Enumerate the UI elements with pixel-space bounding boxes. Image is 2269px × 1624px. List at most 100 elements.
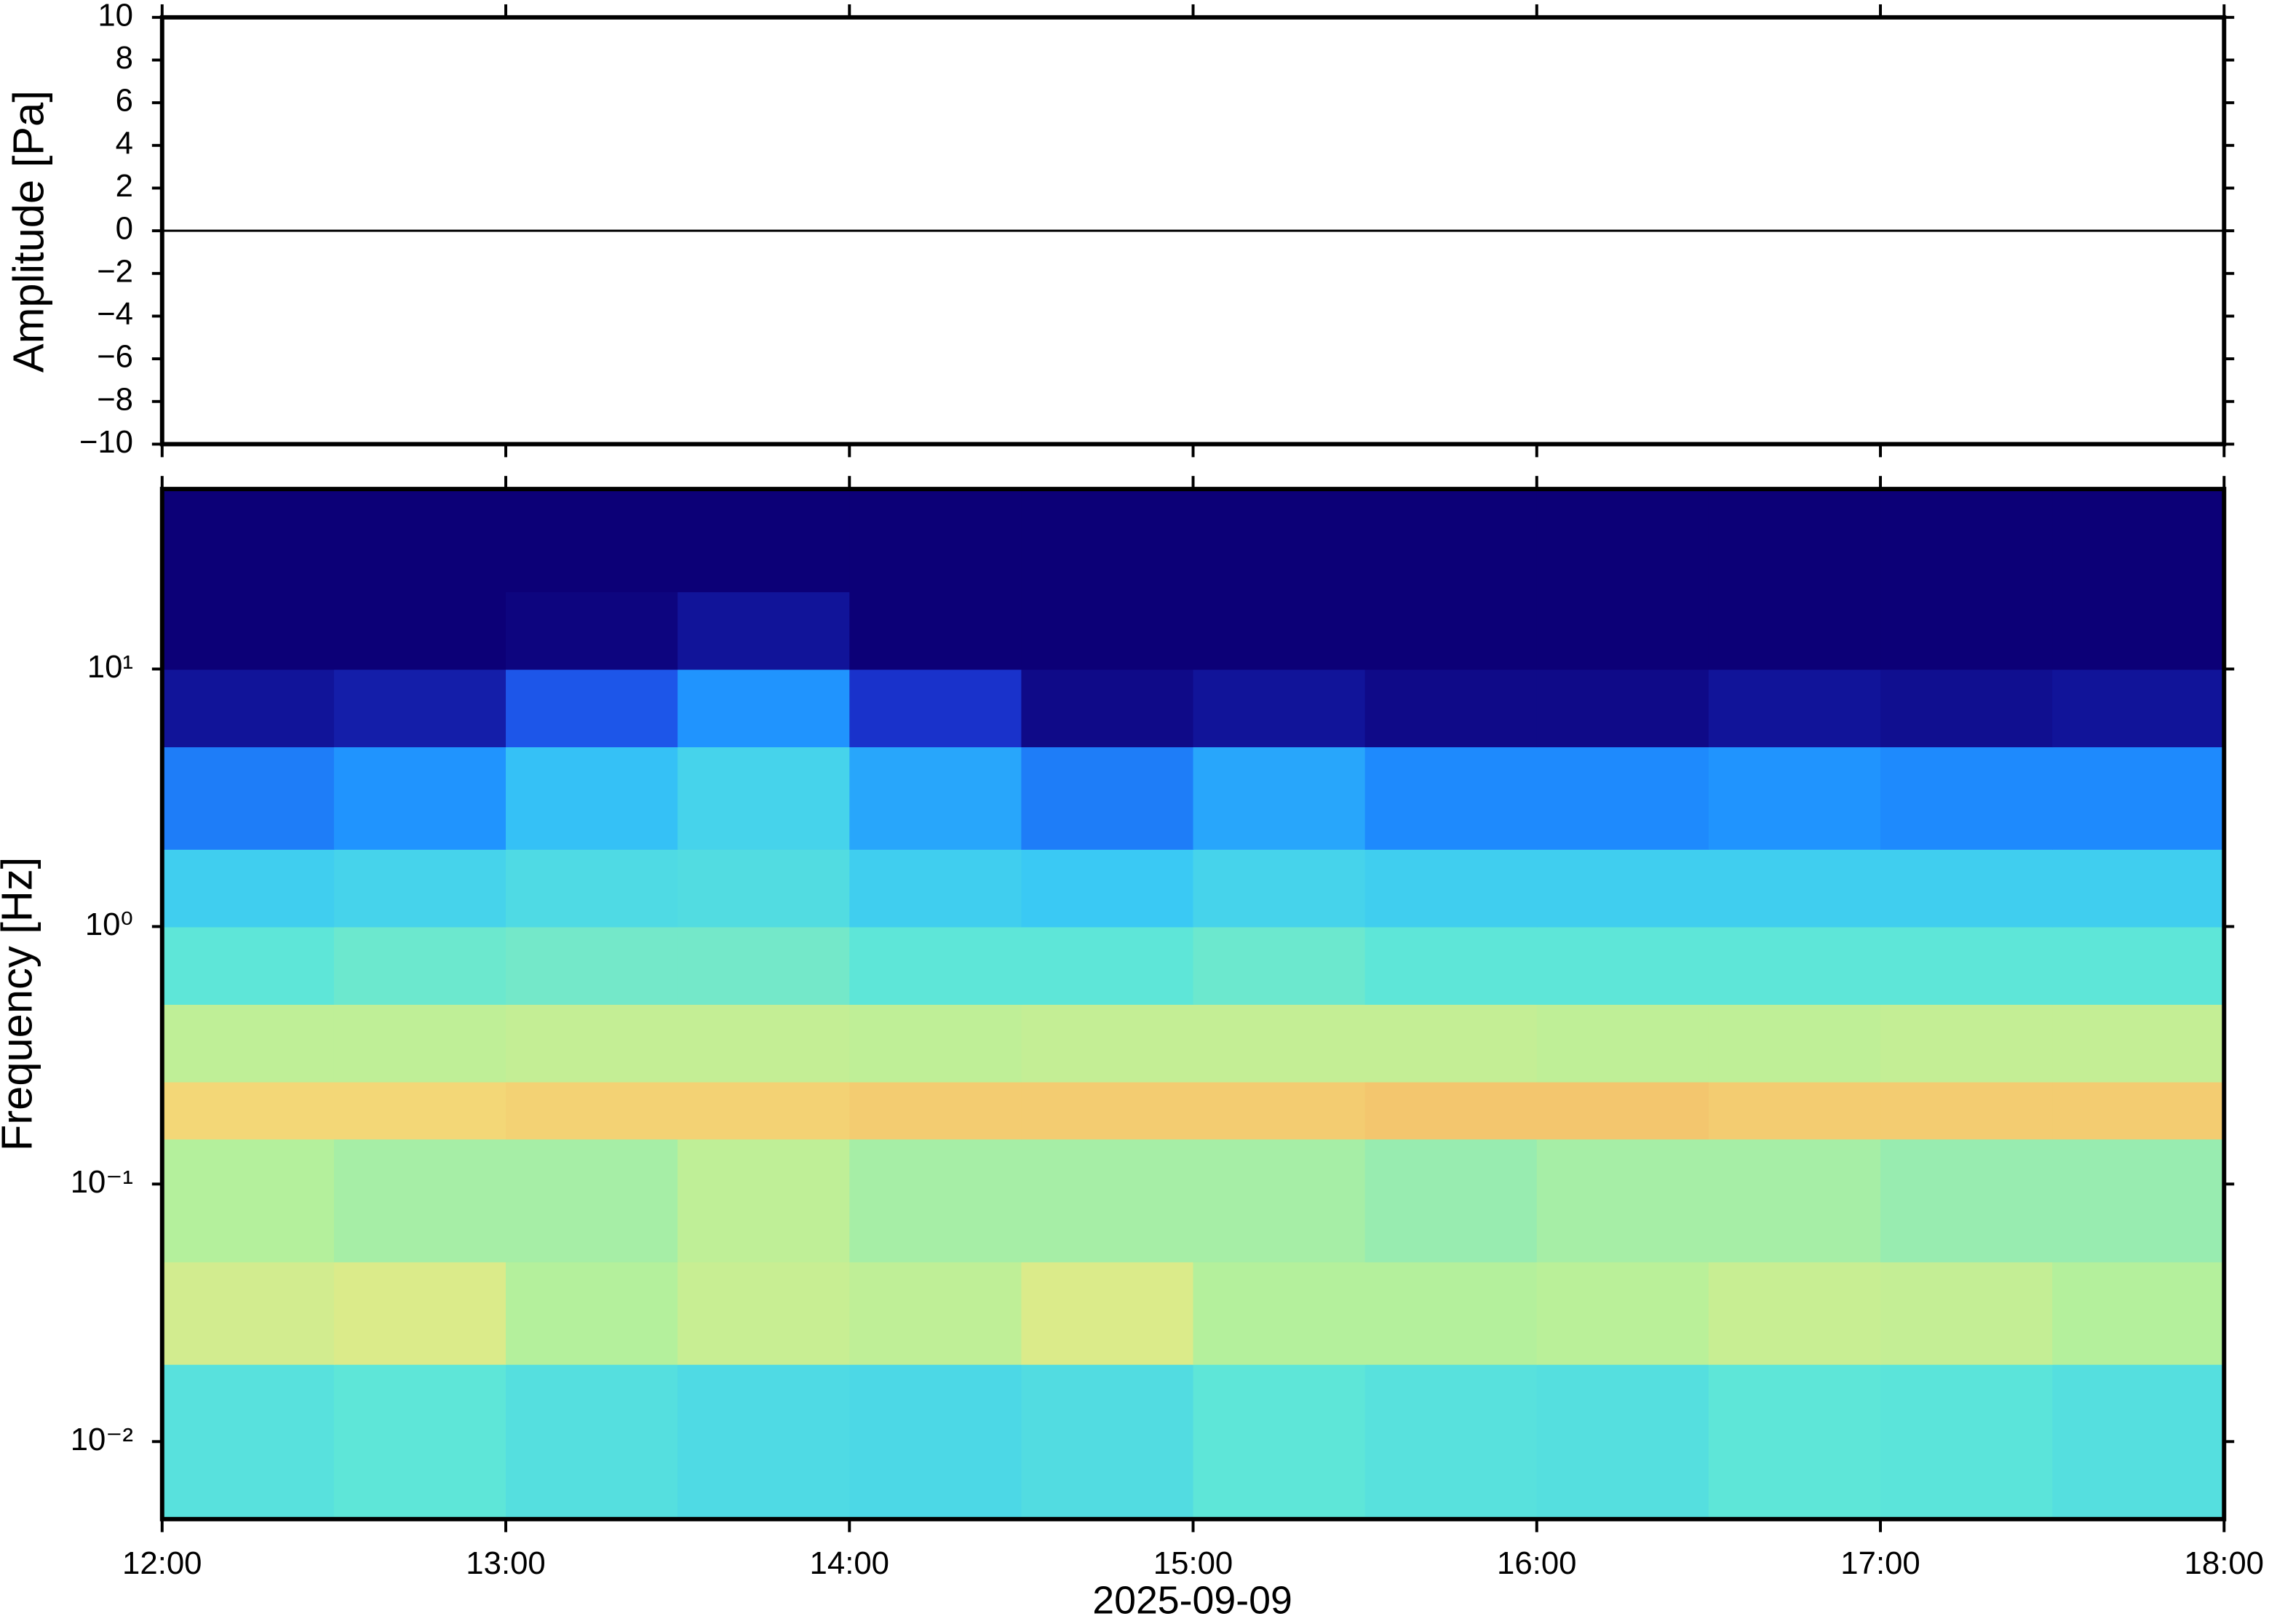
spectrogram-cell xyxy=(1708,591,1882,670)
y-tick-label: 10¹ xyxy=(87,649,133,685)
spectrogram-cell xyxy=(1536,926,1709,1005)
spectrogram-cell xyxy=(1021,669,1194,748)
spectrogram-cell xyxy=(849,591,1022,670)
y-tick-label: 10 xyxy=(98,0,133,33)
spectrogram-cell xyxy=(1364,1081,1538,1140)
y-tick-label: 6 xyxy=(116,83,133,119)
spectrogram-cell xyxy=(333,1364,507,1520)
spectrogram-cell xyxy=(2052,1003,2225,1083)
spectrogram-cell xyxy=(1880,1139,2054,1262)
spectrogram-cell xyxy=(1193,1364,1366,1520)
y-tick-label: −10 xyxy=(79,424,133,460)
spectrogram-cell xyxy=(1536,1003,1709,1083)
spectrogram-cell xyxy=(849,489,1022,592)
spectrogram-cell xyxy=(162,1003,335,1083)
spectrogram-cell xyxy=(677,926,851,1005)
spectrogram-cell xyxy=(333,1003,507,1083)
spectrogram-cell xyxy=(849,1364,1022,1520)
spectrogram-cell xyxy=(1536,669,1709,748)
spectrogram-cell xyxy=(506,848,679,928)
spectrogram-cell xyxy=(2052,1364,2225,1520)
spectrogram-cell xyxy=(677,591,851,670)
spectrogram-cell xyxy=(1880,669,2054,748)
spectrogram-cell xyxy=(1364,1261,1538,1365)
spectrogram-cell xyxy=(333,1261,507,1365)
spectrogram-cell xyxy=(506,1364,679,1520)
spectrogram-cell xyxy=(1193,747,1366,850)
spectrogram-cell xyxy=(1364,489,1538,592)
y-tick-label: 2 xyxy=(116,168,133,204)
spectrogram-cell xyxy=(2052,591,2225,670)
spectrogram-cell xyxy=(1193,1261,1366,1365)
spectrogram-cell xyxy=(1708,489,1882,592)
spectrogram-cell xyxy=(162,1364,335,1520)
x-tick-label: 18:00 xyxy=(2185,1545,2264,1581)
spectrogram-cell xyxy=(1364,669,1538,748)
spectrogram-cell xyxy=(1193,1081,1366,1140)
spectrogram-cell xyxy=(333,1139,507,1262)
spectrogram-cell xyxy=(506,926,679,1005)
y-tick-label: 10⁰ xyxy=(85,907,133,942)
spectrogram-cell xyxy=(1193,489,1366,592)
y-tick-label: 4 xyxy=(116,125,133,161)
spectrogram-cell xyxy=(849,1261,1022,1365)
spectrogram-cell xyxy=(1708,848,1882,928)
spectrogram-cell xyxy=(1021,747,1194,850)
spectrogram-cell xyxy=(1880,747,2054,850)
spectrogram-cell xyxy=(1021,489,1194,592)
y-tick-label: −8 xyxy=(97,381,133,417)
y-tick-label: −6 xyxy=(97,339,133,375)
spectrogram-cell xyxy=(1021,1081,1194,1140)
spectrogram-cell xyxy=(333,669,507,748)
spectrogram-cell xyxy=(1880,926,2054,1005)
spectrogram-cell xyxy=(2052,489,2225,592)
spectrogram-cell xyxy=(1021,926,1194,1005)
spectrogram-cell xyxy=(1536,1081,1709,1140)
spectrogram-cell xyxy=(2052,1139,2225,1262)
waveform-panel: −10 −8 −6 −4 −2 0 2 4 6 8 10 xyxy=(79,0,2235,460)
spectrogram-cell xyxy=(506,1003,679,1083)
spectrogram-cell xyxy=(2052,669,2225,748)
spectrogram-cell xyxy=(1880,489,2054,592)
x-tick-label: 14:00 xyxy=(810,1545,889,1581)
spectrogram-cell xyxy=(2052,747,2225,850)
x-axis-label: 2025-09-09 xyxy=(1092,1578,1292,1622)
spectrogram-cell xyxy=(333,848,507,928)
spectrogram-cell xyxy=(1708,1081,1882,1140)
spectrogram-cell xyxy=(1021,1261,1194,1365)
spectrogram-cell xyxy=(1708,1003,1882,1083)
spectrogram-cell xyxy=(1193,848,1366,928)
spectrogram-cell xyxy=(849,669,1022,748)
spectrogram-cell xyxy=(506,591,679,670)
spectrogram-cell xyxy=(162,669,335,748)
x-tick-label: 17:00 xyxy=(1840,1545,1920,1581)
spectrogram-cell xyxy=(1364,591,1538,670)
spectrogram-cell xyxy=(1364,926,1538,1005)
spectrogram-cell xyxy=(1880,848,2054,928)
spectrogram-cell xyxy=(1708,747,1882,850)
spectrogram-cell xyxy=(1021,591,1194,670)
spectrogram-cell xyxy=(2052,848,2225,928)
spectrogram-cell xyxy=(1021,1364,1194,1520)
spectrogram-cell xyxy=(333,1081,507,1140)
spectrogram-cell xyxy=(1536,1139,1709,1262)
spectrogram-cell xyxy=(162,848,335,928)
y-axis-label: Amplitude [Pa] xyxy=(4,90,53,373)
spectrogram-cell xyxy=(849,747,1022,850)
y-tick-label: 10⁻² xyxy=(71,1422,133,1457)
x-tick-label: 13:00 xyxy=(466,1545,545,1581)
spectrogram-cell xyxy=(1880,591,2054,670)
spectrogram-cell xyxy=(162,591,335,670)
spectrogram-cell xyxy=(1708,926,1882,1005)
spectrogram-cell xyxy=(677,1003,851,1083)
spectrogram-cell xyxy=(162,1261,335,1365)
spectrogram-cell xyxy=(1880,1261,2054,1365)
spectrogram-cell xyxy=(1536,489,1709,592)
y-tick-label: 10⁻¹ xyxy=(71,1164,133,1200)
spectrogram-cell xyxy=(1536,591,1709,670)
y-tick-label: 8 xyxy=(116,40,133,76)
spectrogram-cell xyxy=(162,489,335,592)
spectrogram-cell xyxy=(677,1261,851,1365)
spectrogram-cell xyxy=(1536,1261,1709,1365)
